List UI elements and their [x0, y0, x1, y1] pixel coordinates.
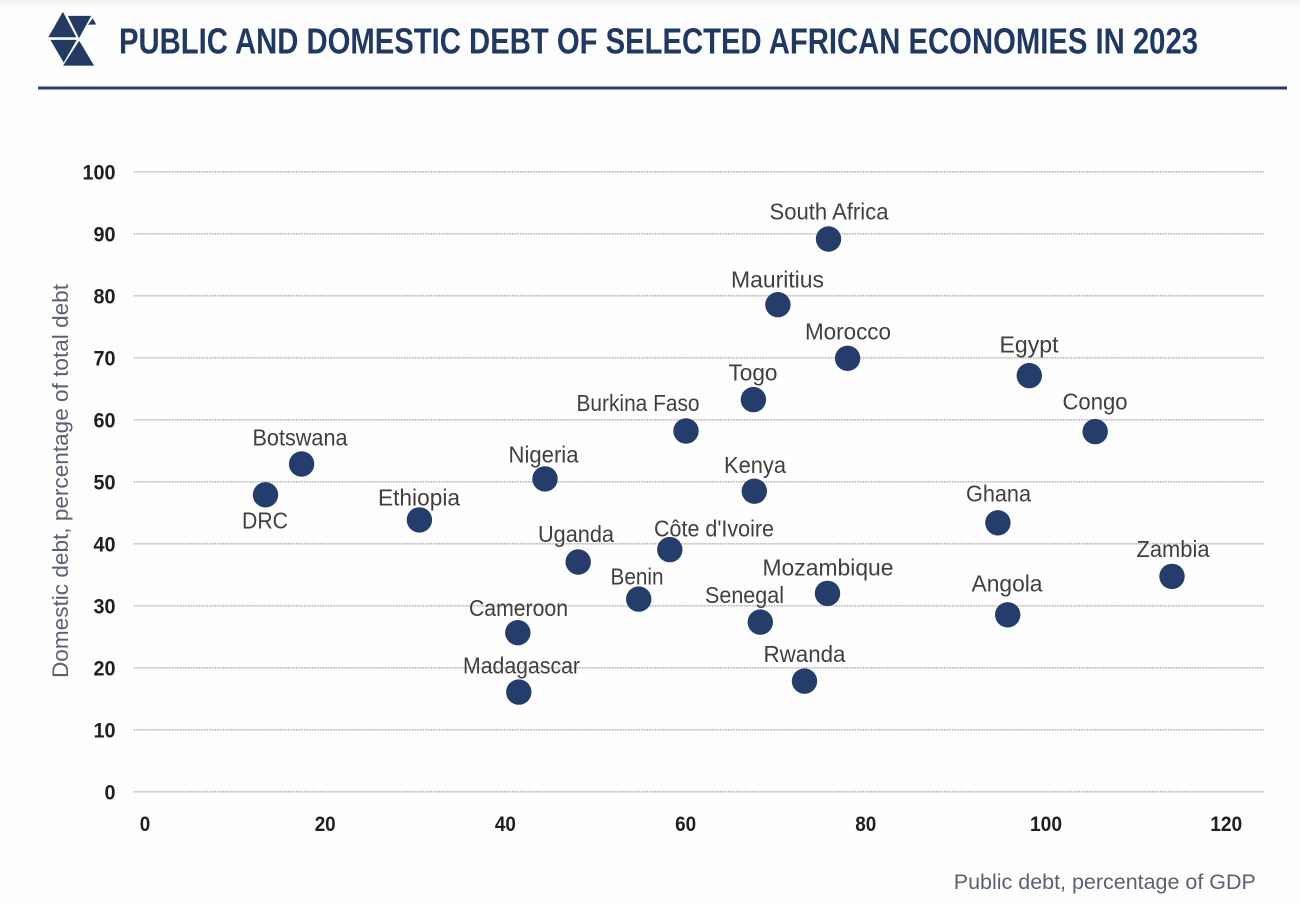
svg-text:Ethiopia: Ethiopia [378, 485, 461, 511]
svg-text:100: 100 [83, 160, 116, 184]
svg-text:Senegal: Senegal [705, 582, 784, 608]
svg-text:Congo: Congo [1063, 389, 1128, 415]
svg-text:Togo: Togo [729, 360, 778, 386]
svg-text:50: 50 [94, 470, 116, 494]
svg-text:80: 80 [94, 284, 116, 308]
svg-text:0: 0 [140, 812, 151, 836]
svg-text:120: 120 [1210, 812, 1242, 836]
svg-text:Egypt: Egypt [1000, 332, 1059, 358]
svg-text:Uganda: Uganda [538, 521, 615, 547]
svg-text:Ghana: Ghana [966, 481, 1032, 507]
svg-text:Cameroon: Cameroon [469, 595, 568, 621]
svg-text:South Africa: South Africa [770, 199, 890, 225]
svg-text:PUBLIC AND DOMESTIC DEBT OF SE: PUBLIC AND DOMESTIC DEBT OF SELECTED AFR… [119, 21, 1198, 62]
svg-text:60: 60 [675, 812, 696, 836]
svg-text:Nigeria: Nigeria [509, 442, 580, 468]
svg-text:DRC: DRC [242, 508, 288, 534]
svg-text:80: 80 [855, 812, 876, 836]
svg-text:70: 70 [94, 346, 116, 370]
svg-text:Angola: Angola [972, 571, 1044, 597]
svg-text:100: 100 [1030, 812, 1062, 836]
svg-text:60: 60 [94, 408, 116, 432]
svg-text:40: 40 [495, 812, 516, 836]
svg-text:20: 20 [94, 656, 116, 680]
svg-text:Benin: Benin [611, 564, 664, 590]
svg-text:Burkina Faso: Burkina Faso [577, 390, 700, 416]
svg-text:Mozambique: Mozambique [763, 555, 894, 581]
svg-text:Mauritius: Mauritius [731, 267, 824, 293]
svg-text:Botswana: Botswana [253, 425, 349, 451]
svg-text:Rwanda: Rwanda [764, 641, 847, 667]
svg-text:Public debt, percentage of GDP: Public debt, percentage of GDP [954, 871, 1256, 894]
svg-text:Zambia: Zambia [1137, 536, 1211, 562]
svg-text:Morocco: Morocco [805, 319, 891, 345]
svg-text:0: 0 [105, 780, 116, 804]
svg-text:40: 40 [94, 532, 116, 556]
svg-text:Domestic debt, percentage of t: Domestic debt, percentage of total debt [48, 284, 73, 678]
svg-text:Côte d'Ivoire: Côte d'Ivoire [654, 516, 774, 542]
svg-text:20: 20 [315, 812, 336, 836]
svg-text:Madagascar: Madagascar [463, 653, 580, 679]
svg-text:10: 10 [94, 718, 116, 742]
svg-text:30: 30 [94, 594, 116, 618]
svg-text:90: 90 [94, 222, 116, 246]
svg-text:Kenya: Kenya [724, 452, 787, 478]
